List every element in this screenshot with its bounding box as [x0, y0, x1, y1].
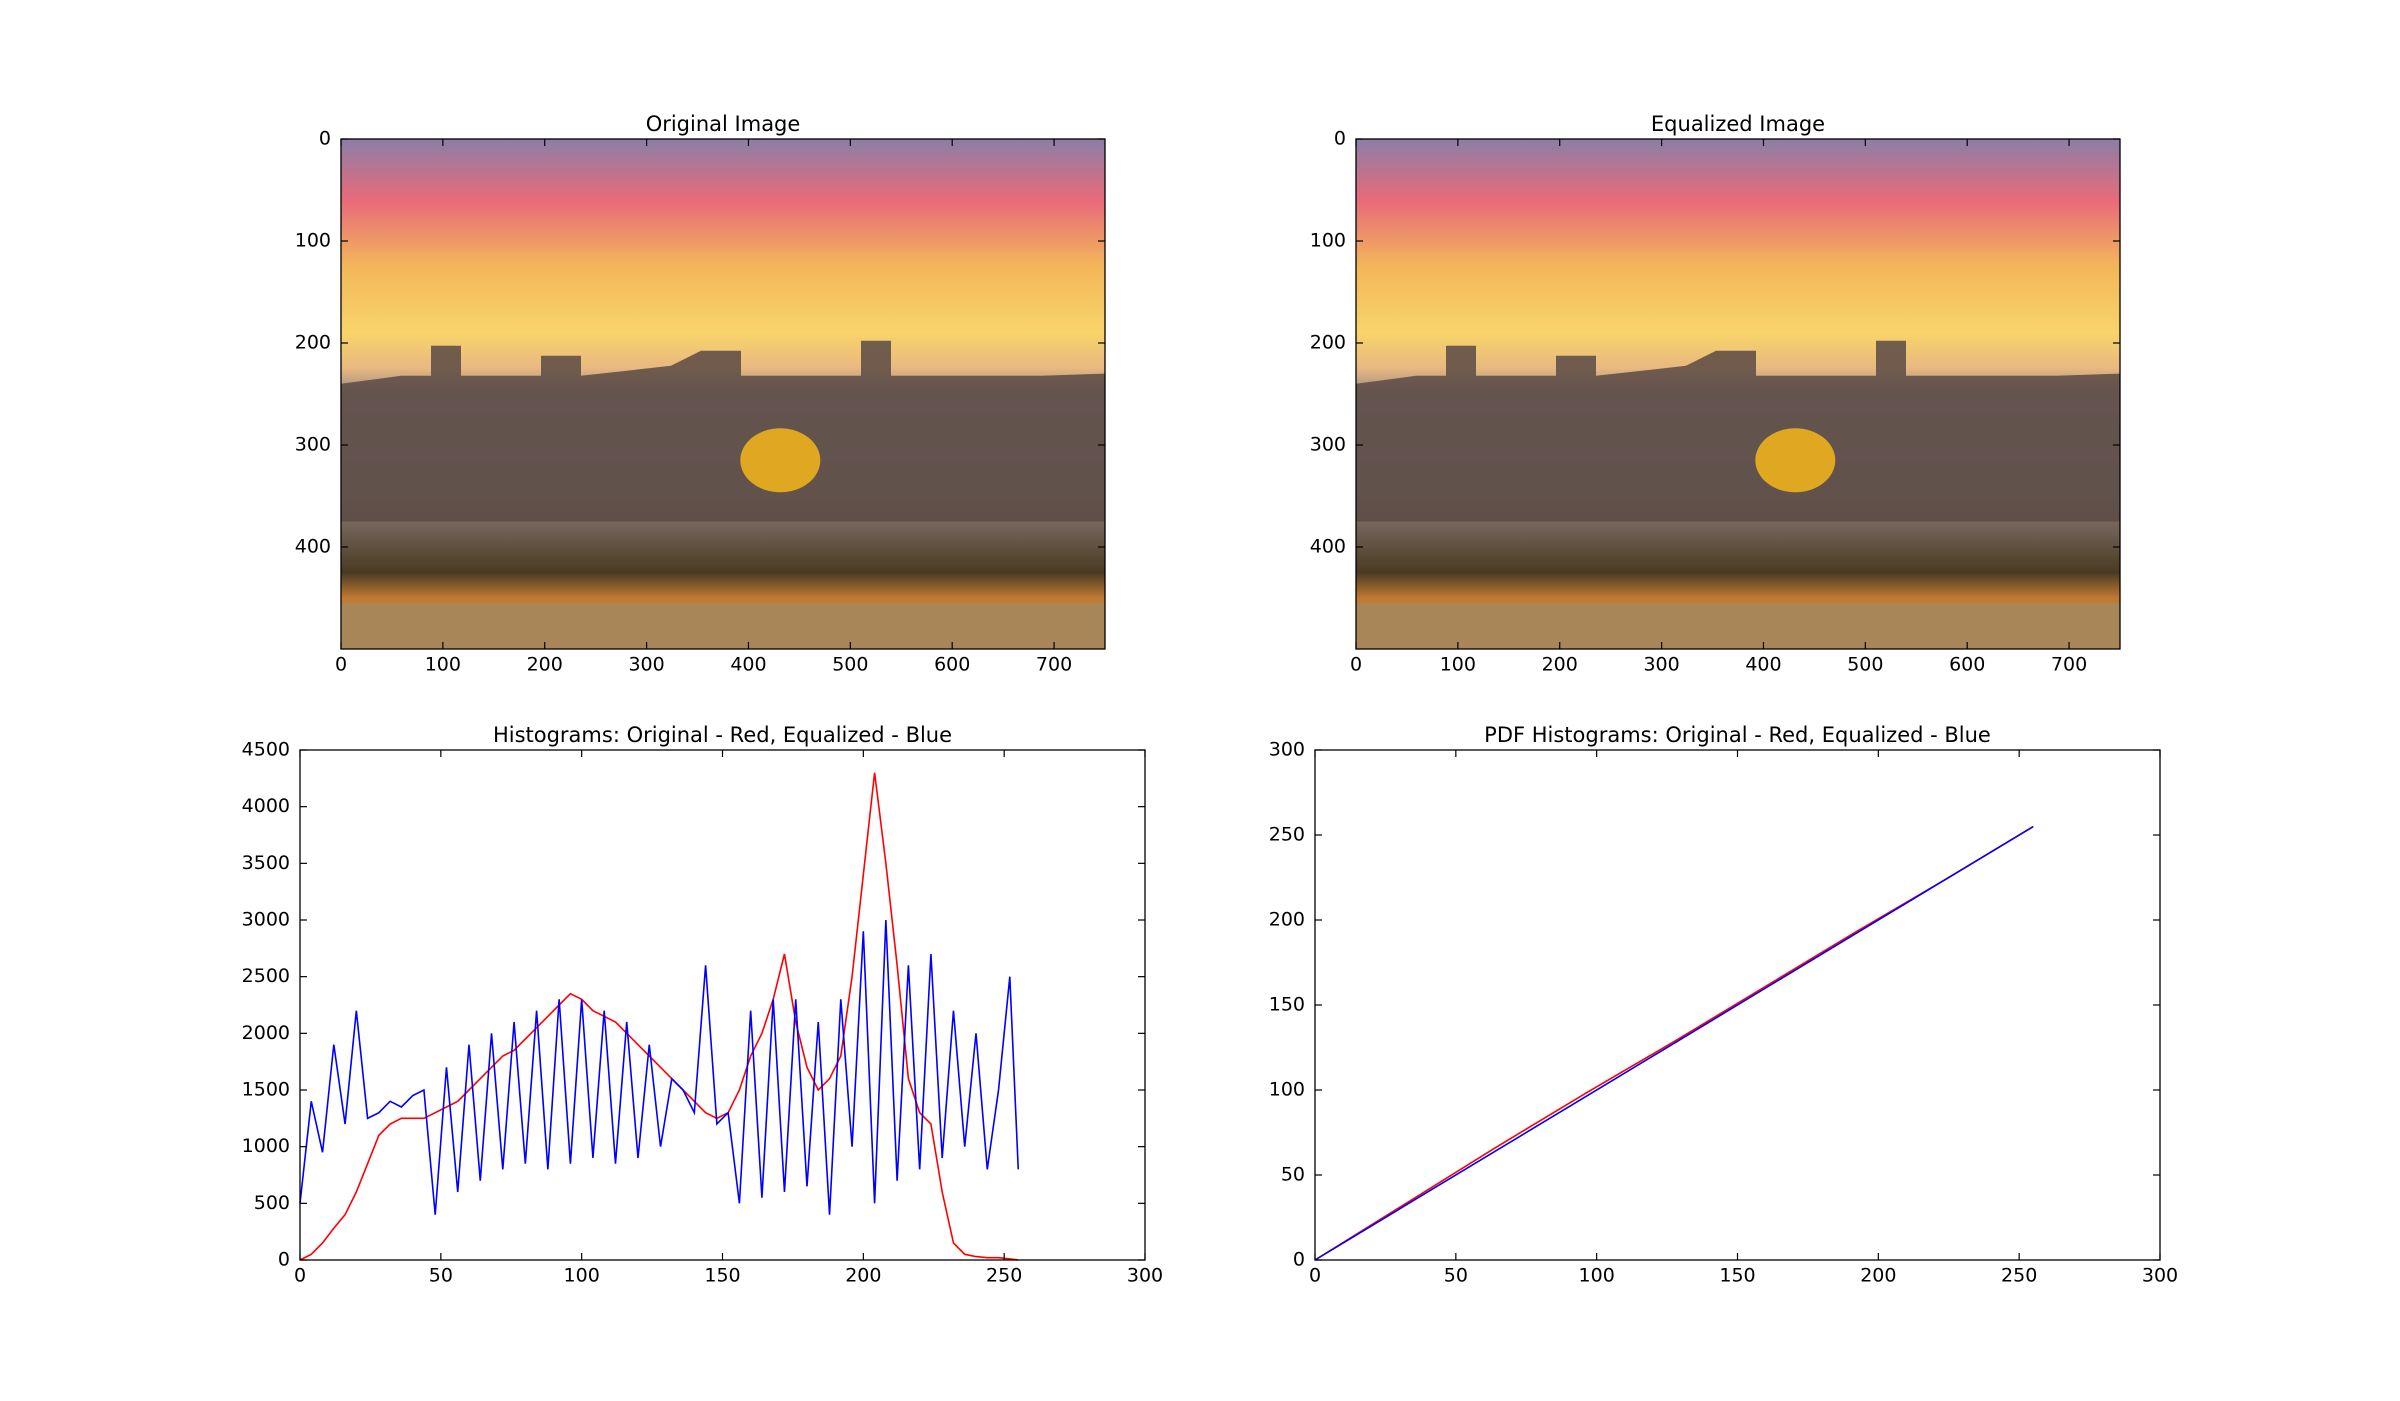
x-tick-label: 200: [845, 1265, 881, 1287]
subplot: Histograms: Original - Red, Equalized - …: [242, 723, 1163, 1287]
y-tick-label: 0: [1293, 1249, 1305, 1271]
y-tick-label: 200: [1269, 909, 1305, 931]
image-wall: [1356, 603, 2120, 649]
subplot-title: Equalized Image: [1651, 112, 1825, 136]
y-tick-label: 1000: [242, 1135, 290, 1157]
image-dome: [740, 428, 821, 493]
x-tick-label: 200: [527, 654, 563, 676]
x-tick-label: 0: [1350, 654, 1362, 676]
x-tick-label: 100: [564, 1265, 600, 1287]
subplot: Original Image 0 100 200 300 400 500 600 700 0 100…: [295, 112, 1106, 676]
x-tick-label: 600: [934, 654, 970, 676]
y-tick-label: 150: [1269, 994, 1305, 1016]
y-tick-label: 0: [278, 1249, 290, 1271]
x-tick-label: 200: [1542, 654, 1578, 676]
x-tick-label: 100: [1440, 654, 1476, 676]
x-tick-label: 700: [1036, 654, 1072, 676]
y-tick-label: 4500: [242, 739, 290, 761]
x-tick-label: 400: [1745, 654, 1781, 676]
y-tick-label: 2500: [242, 965, 290, 987]
x-tick-label: 150: [1719, 1265, 1755, 1287]
data-line: [299, 772, 1019, 1261]
y-tick-label: 300: [1310, 434, 1346, 456]
y-tick-label: 3500: [242, 852, 290, 874]
y-tick-label: 4000: [242, 795, 290, 817]
image-skyline: [1356, 340, 2120, 522]
y-tick-label: 1500: [242, 1079, 290, 1101]
axes-frame: [340, 138, 1106, 650]
x-tick-label: 250: [2001, 1265, 2037, 1287]
x-tick-label: 300: [2142, 1265, 2178, 1287]
y-tick-label: 0: [1334, 128, 1346, 150]
x-tick-label: 100: [1579, 1265, 1615, 1287]
x-tick-label: 500: [1847, 654, 1883, 676]
axes-frame: [1355, 138, 2121, 650]
y-tick-label: 200: [1310, 332, 1346, 354]
image-wall: [341, 603, 1105, 649]
x-tick-label: 500: [832, 654, 868, 676]
x-tick-label: 300: [1643, 654, 1679, 676]
x-tick-label: 150: [704, 1265, 740, 1287]
y-tick-label: 2000: [242, 1022, 290, 1044]
y-tick-label: 3000: [242, 909, 290, 931]
y-tick-label: 400: [295, 536, 331, 558]
x-tick-label: 50: [429, 1265, 453, 1287]
x-tick-label: 300: [1127, 1265, 1163, 1287]
y-tick-label: 100: [1269, 1079, 1305, 1101]
x-tick-label: 200: [1860, 1265, 1896, 1287]
subplot-title: PDF Histograms: Original - Red, Equalize…: [1484, 723, 1991, 747]
y-tick-label: 100: [1310, 230, 1346, 252]
subplot: PDF Histograms: Original - Red, Equalize…: [1269, 723, 2178, 1287]
x-tick-label: 100: [425, 654, 461, 676]
x-tick-label: 50: [1444, 1265, 1468, 1287]
image-skyline: [341, 340, 1105, 522]
x-tick-label: 250: [986, 1265, 1022, 1287]
y-tick-label: 200: [295, 332, 331, 354]
x-tick-label: 0: [1309, 1265, 1321, 1287]
x-tick-label: 300: [628, 654, 664, 676]
x-tick-label: 600: [1949, 654, 1985, 676]
y-tick-label: 50: [1281, 1164, 1305, 1186]
x-tick-label: 0: [335, 654, 347, 676]
y-tick-label: 300: [295, 434, 331, 456]
y-tick-label: 0: [319, 128, 331, 150]
x-tick-label: 400: [730, 654, 766, 676]
subplot-title: Original Image: [646, 112, 801, 136]
x-tick-label: 700: [2051, 654, 2087, 676]
subplot-title: Histograms: Original - Red, Equalized - …: [493, 723, 952, 747]
y-tick-label: 400: [1310, 536, 1346, 558]
y-tick-label: 100: [295, 230, 331, 252]
data-line: [1314, 825, 2034, 1261]
y-tick-label: 250: [1269, 824, 1305, 846]
image-dome: [1755, 428, 1836, 493]
x-tick-label: 0: [294, 1265, 306, 1287]
data-line: [299, 919, 1020, 1215]
axes-frame: [299, 749, 1146, 1261]
subplot: Equalized Image 0 100 200 300 400 500 600 700 0 10…: [1310, 112, 2121, 676]
y-tick-label: 300: [1269, 739, 1305, 761]
y-tick-label: 500: [254, 1192, 290, 1214]
